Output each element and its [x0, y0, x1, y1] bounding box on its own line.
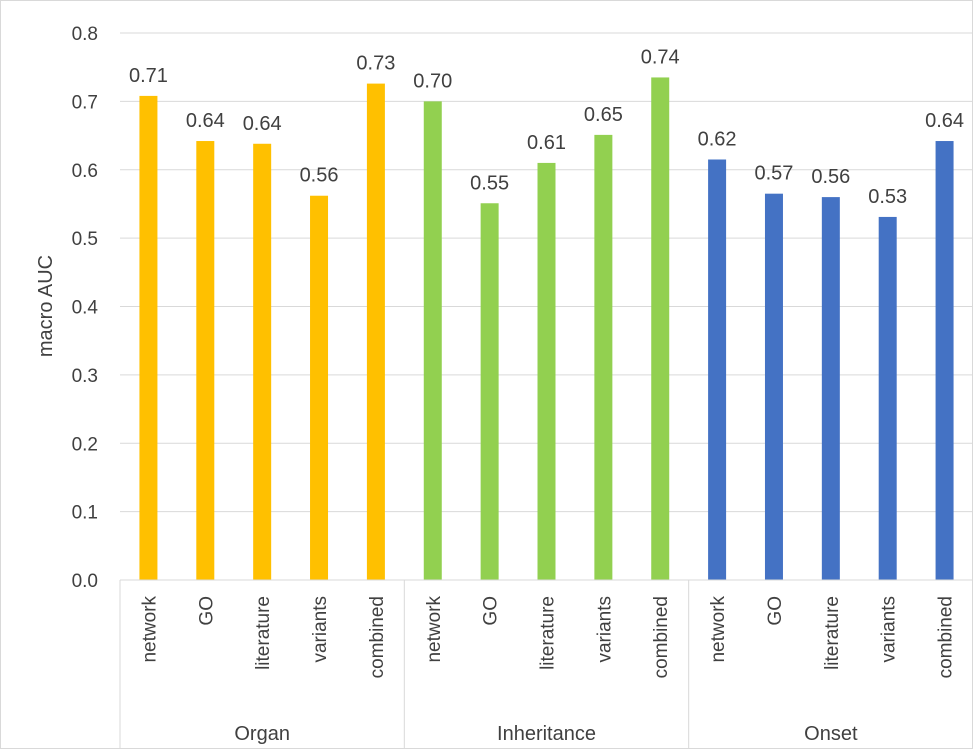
- x-category-label: variants: [879, 596, 900, 663]
- x-category-label: combined: [651, 596, 672, 678]
- x-category-label: GO: [481, 596, 502, 626]
- x-category-label: network: [708, 596, 729, 663]
- x-category-label: network: [424, 596, 445, 663]
- x-category-label: literature: [538, 596, 559, 670]
- bar-value-labels: 0.71 0.64 0.64 0.56 0.73 0.70 0.55 0.61 0.65 0.74…: [129, 46, 964, 207]
- bar-onset-combined: [935, 141, 954, 580]
- bar-value-label: 0.70: [413, 70, 452, 92]
- x-category-label: variants: [594, 596, 615, 663]
- y-tick-label: 0.7: [72, 92, 98, 113]
- bar-value-label: 0.64: [925, 110, 964, 132]
- x-group-label: Onset: [804, 723, 858, 745]
- bar-inheritance-network: [423, 101, 442, 580]
- bar-onset-network: [708, 159, 727, 580]
- x-axis: network GO literature variants combined Organ…: [119, 579, 973, 749]
- x-category-label: variants: [310, 596, 331, 663]
- bars: [139, 77, 954, 581]
- y-tick-label: 0.2: [72, 434, 98, 455]
- y-axis-ticks: 0.0 0.1 0.2 0.3 0.4 0.5 0.6 0.7 0.8: [72, 24, 99, 592]
- bar-value-label: 0.71: [129, 65, 168, 87]
- bar-organ-go: [196, 141, 215, 580]
- x-category-label: GO: [765, 596, 786, 626]
- bar-value-label: 0.56: [811, 166, 850, 188]
- bar-onset-go: [764, 193, 783, 580]
- x-category-label: literature: [253, 596, 274, 670]
- bar-value-label: 0.73: [356, 53, 395, 75]
- bar-onset-variants: [878, 216, 897, 580]
- y-axis-title: macro AUC: [35, 255, 57, 357]
- bar-organ-literature: [253, 143, 272, 580]
- bar-value-label: 0.64: [186, 110, 225, 132]
- bar-value-label: 0.74: [641, 46, 680, 68]
- y-tick-label: 0.6: [72, 161, 98, 182]
- x-category-label: GO: [196, 596, 217, 626]
- bar-value-label: 0.64: [243, 113, 282, 135]
- bar-organ-combined: [366, 83, 385, 580]
- bar-organ-variants: [310, 195, 329, 581]
- y-tick-label: 0.1: [72, 503, 98, 524]
- bar-inheritance-combined: [651, 77, 670, 580]
- bar-inheritance-literature: [537, 162, 556, 580]
- bar-onset-literature: [821, 197, 840, 580]
- y-tick-label: 0.3: [72, 366, 98, 387]
- bar-value-label: 0.61: [527, 132, 566, 154]
- y-tick-label: 0.0: [72, 571, 98, 592]
- y-tick-label: 0.4: [72, 298, 99, 319]
- x-category-label: combined: [367, 596, 388, 678]
- x-group-label: Organ: [234, 723, 290, 745]
- bar-value-label: 0.65: [584, 104, 623, 126]
- bar-inheritance-go: [480, 203, 499, 580]
- bar-organ-network: [139, 95, 158, 580]
- x-category-label: network: [139, 596, 160, 663]
- bar-inheritance-variants: [594, 134, 613, 580]
- y-tick-label: 0.5: [72, 229, 98, 250]
- y-tick-label: 0.8: [72, 24, 98, 45]
- bar-value-label: 0.62: [698, 128, 737, 150]
- bar-value-label: 0.56: [300, 165, 339, 187]
- x-category-label: literature: [822, 596, 843, 670]
- bar-value-label: 0.55: [470, 172, 509, 194]
- x-category-label: combined: [936, 596, 957, 678]
- x-group-label: Inheritance: [497, 723, 596, 745]
- bar-value-label: 0.53: [868, 186, 907, 208]
- bar-value-label: 0.57: [754, 163, 793, 185]
